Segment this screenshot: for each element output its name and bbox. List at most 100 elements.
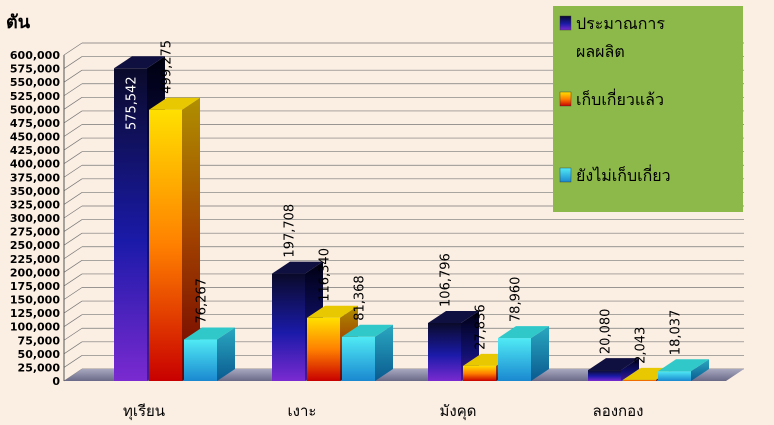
category-label: เงาะ [288,402,317,420]
legend-box [553,6,743,212]
y-tick-label: 225,000 [10,253,60,266]
grid-line [63,205,83,219]
y-tick-label: 25,000 [18,361,61,374]
bar-front [272,273,305,381]
grid-line [63,314,83,327]
y-tick-label: 525,000 [10,90,60,103]
bar-side [182,97,200,382]
grid-line [63,192,83,205]
grid-line [63,83,83,97]
y-tick-label: 175,000 [10,280,60,293]
legend-swatch [559,15,572,31]
legend-swatch [559,167,572,183]
grid-line [63,124,83,137]
chart-floor [64,369,744,381]
data-label: 106,796 [439,253,454,307]
data-label: 2,043 [634,327,649,364]
y-tick-label: 75,000 [18,334,61,347]
grid-line [63,260,83,273]
legend-label: เก็บเกี่ยวแล้ว [576,88,664,109]
y-axis-ticks: 025,00050,00075,000100,000125,000150,000… [10,49,60,388]
data-label: 499,275 [160,40,175,94]
bars [114,56,709,382]
y-tick-label: 500,000 [10,103,60,116]
legend: ประมาณการผลผลิตเก็บเกี่ยวแล้วยังไม่เก็บเ… [553,6,743,212]
grid-line [63,110,83,124]
grid-line [63,246,83,260]
grid-line [63,300,83,314]
y-tick-label: 400,000 [10,158,60,171]
legend-label: ผลผลิต [576,42,625,61]
bar-side [217,327,235,381]
bar-top [272,261,323,274]
y-tick-label: 575,000 [10,63,60,76]
y-tick-label: 250,000 [10,239,60,252]
data-label: 116,340 [318,248,333,302]
data-labels: 575,542 499,275 76,267 197,708 116,340 81,368… [125,40,684,364]
y-tick-label: 450,000 [10,131,60,144]
bar-side [691,359,709,381]
y-tick-label: 475,000 [10,117,60,130]
grid-line [63,219,83,232]
grid-line [63,341,83,355]
bar-top [149,97,200,110]
y-tick-label: 50,000 [18,348,61,361]
grid-line [63,97,83,110]
grid-line [63,137,83,151]
data-label: 20,080 [599,309,614,355]
grid-line [63,232,83,246]
bar-top [307,305,358,318]
grid-line [63,273,83,287]
category-label: มังคุด [440,402,477,421]
bar-front [114,68,147,381]
data-label: 27,836 [474,304,489,350]
y-tick-label: 0 [52,375,60,388]
bar-front [658,371,691,381]
grid-line [63,69,83,83]
bar-side [621,358,639,381]
bar-top [342,324,393,337]
grid-line [63,164,83,178]
grid-line [63,42,83,56]
y-tick-label: 375,000 [10,171,60,184]
bar-top [428,310,479,323]
legend-swatch [559,91,572,107]
category-label: ทุเรียน [123,402,165,421]
y-tick-label: 125,000 [10,307,60,320]
y-axis-unit-label: ตัน [6,12,31,33]
data-label: 76,267 [195,278,210,324]
grid-line [63,287,83,300]
bar-front [498,338,531,381]
legend-label: ประมาณการ [576,14,665,33]
bar-front [428,322,461,381]
bar-front [588,370,621,381]
bar-top [184,327,235,340]
data-label: 78,960 [509,277,524,323]
grid-line [63,178,83,192]
bar-front [307,317,340,381]
y-tick-label: 300,000 [10,212,60,225]
grid-line [63,151,83,164]
category-label: ลองกอง [593,402,644,420]
grid-line [63,56,83,69]
bar-front [149,109,182,382]
y-tick-label: 200,000 [10,266,60,279]
data-label: 81,368 [353,275,368,321]
y-tick-label: 550,000 [10,76,60,89]
y-tick-label: 275,000 [10,226,60,239]
y-tick-label: 100,000 [10,321,60,334]
grid-line [63,355,83,368]
bar-top [658,359,709,372]
bar-front [463,365,496,381]
data-label: 197,708 [283,204,298,258]
y-tick-label: 150,000 [10,294,60,307]
category-labels: ทุเรียน เงาะ มังคุด ลองกอง [123,402,644,421]
grid-line [63,327,83,341]
bar-top [498,326,549,339]
bar-top [588,358,639,371]
y-tick-label: 425,000 [10,144,60,157]
y-tick-label: 600,000 [10,49,60,62]
y-tick-label: 325,000 [10,198,60,211]
y-tick-label: 350,000 [10,185,60,198]
legend-label: ยังไม่เก็บเกี่ยว [576,164,671,185]
